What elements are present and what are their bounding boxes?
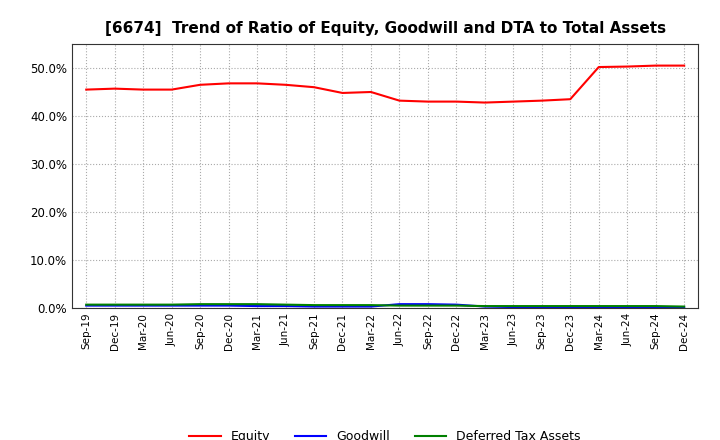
Line: Equity: Equity xyxy=(86,66,684,103)
Goodwill xyxy=(225,303,233,308)
Goodwill xyxy=(566,305,575,310)
Deferred Tax Assets xyxy=(423,303,432,308)
Deferred Tax Assets xyxy=(139,302,148,307)
Equity xyxy=(623,64,631,69)
Deferred Tax Assets xyxy=(82,302,91,307)
Deferred Tax Assets xyxy=(537,304,546,309)
Deferred Tax Assets xyxy=(253,301,261,307)
Equity xyxy=(253,81,261,86)
Equity xyxy=(196,82,204,88)
Goodwill xyxy=(196,303,204,308)
Goodwill xyxy=(310,304,318,309)
Deferred Tax Assets xyxy=(480,304,489,309)
Equity xyxy=(566,96,575,102)
Goodwill xyxy=(423,301,432,307)
Goodwill xyxy=(537,304,546,310)
Deferred Tax Assets xyxy=(395,303,404,308)
Equity xyxy=(110,86,119,91)
Goodwill xyxy=(480,304,489,309)
Deferred Tax Assets xyxy=(282,302,290,307)
Equity xyxy=(652,63,660,68)
Goodwill xyxy=(82,303,91,308)
Equity xyxy=(595,64,603,70)
Equity xyxy=(509,99,518,104)
Goodwill xyxy=(139,303,148,308)
Goodwill xyxy=(253,304,261,309)
Deferred Tax Assets xyxy=(452,303,461,308)
Deferred Tax Assets xyxy=(623,304,631,309)
Deferred Tax Assets xyxy=(167,302,176,307)
Equity xyxy=(225,81,233,86)
Equity xyxy=(82,87,91,92)
Line: Goodwill: Goodwill xyxy=(86,304,684,308)
Goodwill xyxy=(452,302,461,307)
Goodwill xyxy=(366,304,375,309)
Equity xyxy=(139,87,148,92)
Deferred Tax Assets xyxy=(652,304,660,309)
Goodwill xyxy=(167,303,176,308)
Goodwill xyxy=(110,303,119,308)
Deferred Tax Assets xyxy=(366,302,375,308)
Deferred Tax Assets xyxy=(110,302,119,307)
Deferred Tax Assets xyxy=(196,301,204,307)
Deferred Tax Assets xyxy=(680,304,688,309)
Goodwill xyxy=(680,305,688,310)
Goodwill xyxy=(595,305,603,310)
Goodwill xyxy=(509,304,518,310)
Equity xyxy=(366,89,375,95)
Equity xyxy=(452,99,461,104)
Line: Deferred Tax Assets: Deferred Tax Assets xyxy=(86,304,684,307)
Deferred Tax Assets xyxy=(566,304,575,309)
Equity xyxy=(680,63,688,68)
Goodwill xyxy=(395,301,404,307)
Goodwill xyxy=(623,305,631,310)
Deferred Tax Assets xyxy=(338,302,347,308)
Title: [6674]  Trend of Ratio of Equity, Goodwill and DTA to Total Assets: [6674] Trend of Ratio of Equity, Goodwil… xyxy=(104,21,666,36)
Deferred Tax Assets xyxy=(225,301,233,307)
Deferred Tax Assets xyxy=(595,304,603,309)
Equity xyxy=(537,98,546,103)
Legend: Equity, Goodwill, Deferred Tax Assets: Equity, Goodwill, Deferred Tax Assets xyxy=(184,425,586,440)
Equity xyxy=(282,82,290,88)
Equity xyxy=(338,90,347,95)
Goodwill xyxy=(652,305,660,310)
Deferred Tax Assets xyxy=(509,304,518,309)
Equity xyxy=(395,98,404,103)
Equity xyxy=(310,84,318,90)
Deferred Tax Assets xyxy=(310,302,318,308)
Goodwill xyxy=(338,304,347,309)
Equity xyxy=(167,87,176,92)
Equity xyxy=(480,100,489,105)
Equity xyxy=(423,99,432,104)
Goodwill xyxy=(282,304,290,309)
